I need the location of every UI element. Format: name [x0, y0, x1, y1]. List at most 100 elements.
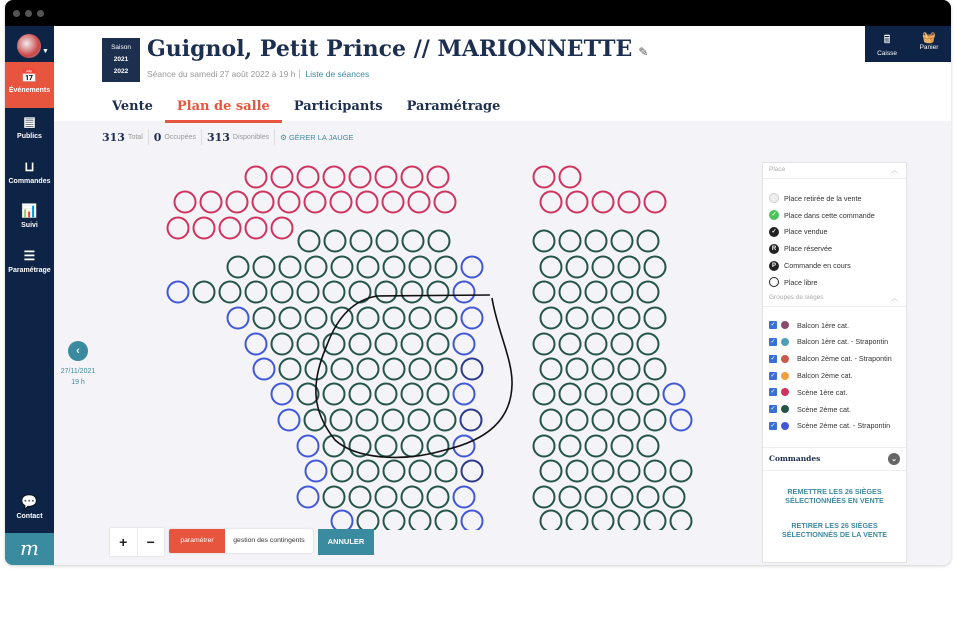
seat-map[interactable]	[102, 160, 762, 530]
seat[interactable]	[278, 255, 302, 279]
seat[interactable]	[304, 255, 328, 279]
seat[interactable]	[374, 280, 398, 304]
seat[interactable]	[166, 280, 190, 304]
seat[interactable]	[539, 509, 563, 531]
seat[interactable]	[426, 434, 450, 458]
seat[interactable]	[322, 382, 346, 406]
seat[interactable]	[296, 280, 320, 304]
seat[interactable]	[460, 255, 484, 279]
seat[interactable]	[382, 255, 406, 279]
seat[interactable]	[617, 408, 641, 432]
seat[interactable]	[460, 509, 484, 531]
caisse-button[interactable]: 🖩 Caisse	[867, 31, 907, 57]
seat[interactable]	[558, 485, 582, 509]
seat[interactable]	[374, 485, 398, 509]
seat[interactable]	[591, 509, 615, 531]
seat[interactable]	[565, 357, 589, 381]
seat[interactable]	[218, 280, 242, 304]
seat[interactable]	[330, 509, 354, 531]
manage-capacity-link[interactable]: ⚙ GÉRER LA JAUGE	[280, 133, 353, 142]
previous-session-button[interactable]: ‹	[68, 341, 88, 361]
seat[interactable]	[277, 408, 301, 432]
seat[interactable]	[617, 509, 641, 531]
seat[interactable]	[296, 165, 320, 189]
seat[interactable]	[304, 459, 328, 483]
window-minimize-button[interactable]	[25, 10, 32, 17]
seat[interactable]	[348, 434, 372, 458]
group-checkbox[interactable]: ✓	[769, 405, 777, 414]
seat[interactable]	[296, 434, 320, 458]
seat[interactable]	[643, 459, 667, 483]
restore-seats-button[interactable]: REMETTRE LES 26 SIÈGES SÉLECTIONNÉES EN …	[785, 487, 884, 505]
seat[interactable]	[669, 509, 693, 531]
seat[interactable]	[348, 382, 372, 406]
seat[interactable]	[636, 280, 660, 304]
seat[interactable]	[356, 459, 380, 483]
seat[interactable]	[382, 357, 406, 381]
seat[interactable]	[426, 332, 450, 356]
seat[interactable]	[408, 306, 432, 330]
seat[interactable]	[610, 332, 634, 356]
group-checkbox[interactable]: ✓	[769, 321, 777, 330]
seat[interactable]	[349, 229, 373, 253]
tab-parametrage[interactable]: Paramétrage	[406, 99, 501, 114]
seat[interactable]	[218, 216, 242, 240]
tab-vente[interactable]: Vente	[112, 99, 153, 114]
seat-group-item[interactable]: ✓ Balcon 1ère cat. - Strapontin	[763, 334, 906, 351]
seat[interactable]	[400, 485, 424, 509]
seat[interactable]	[374, 332, 398, 356]
sidebar-item-contact[interactable]: 💬 Contact	[5, 488, 54, 534]
seat[interactable]	[374, 382, 398, 406]
cancel-button[interactable]: ANNULER	[318, 529, 374, 555]
seat[interactable]	[434, 459, 458, 483]
seat[interactable]	[356, 306, 380, 330]
seat[interactable]	[355, 408, 379, 432]
seat[interactable]	[192, 216, 216, 240]
window-close-button[interactable]	[13, 10, 20, 17]
seat[interactable]	[669, 459, 693, 483]
seat[interactable]	[322, 485, 346, 509]
seat[interactable]	[452, 332, 476, 356]
seat[interactable]	[532, 434, 556, 458]
seat[interactable]	[382, 509, 406, 531]
seat[interactable]	[636, 382, 660, 406]
seat[interactable]	[408, 459, 432, 483]
seat[interactable]	[434, 509, 458, 531]
seat[interactable]	[400, 382, 424, 406]
seat[interactable]	[348, 165, 372, 189]
seat[interactable]	[426, 165, 450, 189]
seat[interactable]	[252, 306, 276, 330]
seat[interactable]	[382, 306, 406, 330]
sidebar-item-publics[interactable]: ▤ Publics	[5, 108, 54, 154]
seat[interactable]	[330, 459, 354, 483]
group-checkbox[interactable]: ✓	[769, 371, 777, 380]
seat[interactable]	[382, 459, 406, 483]
seat[interactable]	[434, 306, 458, 330]
seat-group-item[interactable]: ✓ Balcon 1ère cat.	[763, 317, 906, 334]
seat[interactable]	[558, 165, 582, 189]
seat[interactable]	[251, 190, 275, 214]
seat[interactable]	[565, 190, 589, 214]
seat[interactable]	[296, 382, 320, 406]
seat[interactable]	[374, 165, 398, 189]
seat[interactable]	[323, 229, 347, 253]
contingents-button[interactable]: gestion des contingents	[233, 537, 305, 544]
seat[interactable]	[532, 485, 556, 509]
previous-session-date[interactable]: 27/11/2021 19 h	[55, 366, 101, 388]
seat[interactable]	[452, 280, 476, 304]
seat[interactable]	[322, 332, 346, 356]
seat[interactable]	[452, 485, 476, 509]
remove-seats-button[interactable]: RETIRER LES 26 SIÈGES SÉLECTIONNÉS DE LA…	[781, 521, 888, 539]
seat[interactable]	[407, 408, 431, 432]
seat[interactable]	[610, 229, 634, 253]
seat[interactable]	[252, 255, 276, 279]
seat[interactable]	[244, 332, 268, 356]
seat[interactable]	[539, 306, 563, 330]
seat[interactable]	[244, 216, 268, 240]
seat[interactable]	[452, 382, 476, 406]
seat[interactable]	[617, 459, 641, 483]
seat[interactable]	[270, 382, 294, 406]
seat[interactable]	[459, 408, 483, 432]
seat[interactable]	[643, 357, 667, 381]
seat[interactable]	[322, 280, 346, 304]
